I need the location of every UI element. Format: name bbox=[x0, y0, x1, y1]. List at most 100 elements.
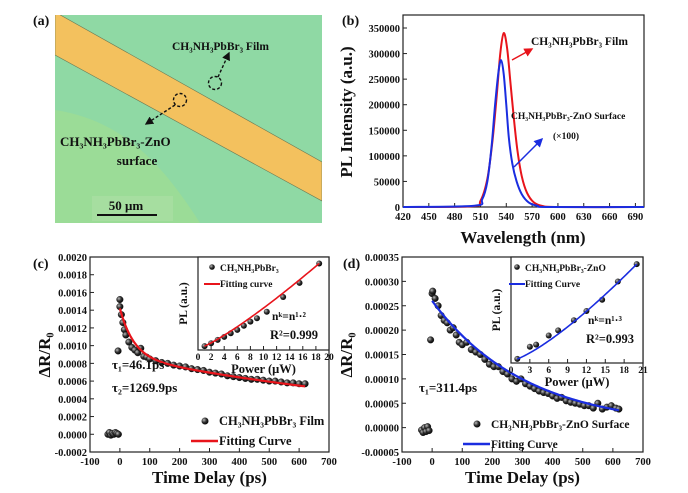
surface-label-line1: CH₃NH₃PbBr₃-ZnO bbox=[60, 134, 171, 149]
b-x-tick-label: 630 bbox=[576, 212, 592, 223]
c-y-tick-label: 0.0000 bbox=[58, 430, 87, 441]
c-y-tick-label: 0.0012 bbox=[58, 324, 87, 335]
d-y-tick-label: 0.00035 bbox=[365, 253, 399, 264]
b-x-tick-label: 510 bbox=[473, 212, 489, 223]
d-inset-data-point bbox=[545, 332, 552, 339]
c-y-tick-label: 0.0020 bbox=[58, 253, 87, 264]
d-inset-x-tick-label: 15 bbox=[601, 366, 611, 376]
d-x-tick-label: -100 bbox=[392, 457, 411, 468]
d-data-point bbox=[452, 331, 460, 339]
d-data-point bbox=[427, 336, 435, 344]
d-inset-x-tick-label: 18 bbox=[619, 366, 629, 376]
c-data-point bbox=[125, 338, 133, 346]
c-inset-x-tick-label: 10 bbox=[259, 353, 269, 363]
c-inset-data-point bbox=[280, 294, 287, 301]
c-inset-data-point bbox=[247, 318, 254, 325]
surface-decay-chart: -100 0 100 200 300 400 500 600 700 -0.00005 0.0000… bbox=[337, 253, 651, 487]
b-plot-frame bbox=[402, 14, 645, 208]
d-inset-data-point bbox=[526, 343, 533, 350]
c-tau-2: τ₂=1269.9ps bbox=[112, 380, 177, 395]
film-curve-annotation: CH₃NH₃PbBr₃ Film bbox=[531, 36, 628, 48]
d-x-tick-label: 400 bbox=[545, 457, 561, 468]
d-inset-legend-fit: Fitting Curve bbox=[525, 280, 580, 290]
c-x-axis-label: Time Delay (ps) bbox=[152, 468, 267, 487]
d-y-tick-label: 0.00010 bbox=[365, 375, 399, 386]
d-x-tick-label: 100 bbox=[454, 457, 470, 468]
b-x-tick-label: 480 bbox=[447, 212, 463, 223]
c-inset-x-tick-label: 4 bbox=[222, 353, 227, 363]
b-y-tick-label: 50000 bbox=[374, 177, 400, 188]
d-inset-plot-frame bbox=[510, 256, 644, 364]
c-inset-x-tick-label: 14 bbox=[285, 353, 295, 363]
c-inset-r-squared: R²=0.999 bbox=[270, 328, 318, 342]
d-inset-data-point bbox=[555, 327, 562, 334]
film-label: CH₃NH₃PbBr₃ Film bbox=[172, 41, 269, 53]
b-y-tick-label: 250000 bbox=[369, 75, 401, 86]
c-x-tick-label: 100 bbox=[142, 457, 158, 468]
c-y-tick-label: 0.0014 bbox=[58, 306, 88, 317]
c-inset-x-tick-label: 12 bbox=[272, 353, 282, 363]
d-data-point bbox=[429, 287, 437, 295]
b-y-axis-label: PL Intensity (a.u.) bbox=[337, 46, 356, 177]
b-y-tick-label: 150000 bbox=[369, 126, 401, 137]
surface-curve-annotation: CH₃NH₃PbBr₃-ZnO Surface bbox=[511, 112, 625, 122]
c-inset-chart: 0 2 4 6 8 10 12 14 16 18 20 PL (a.u.) Power (μW) CH₃N… bbox=[178, 256, 334, 376]
d-tau-1: τ₁=311.4ps bbox=[419, 380, 477, 395]
surface-arrow bbox=[144, 104, 176, 125]
d-legend-fit: Fitting Curve bbox=[491, 439, 558, 451]
d-x-tick-label: 700 bbox=[635, 457, 651, 468]
c-y-tick-label: -0.0002 bbox=[55, 448, 87, 459]
c-data-point bbox=[116, 296, 124, 304]
c-y-tick-label: 0.0004 bbox=[58, 395, 88, 406]
c-inset-data-point bbox=[253, 315, 260, 322]
d-y-axis-label: ΔR/R₀ bbox=[337, 332, 356, 377]
d-inset-x-tick-label: 6 bbox=[546, 366, 551, 376]
d-inset-x-tick-label: 21 bbox=[638, 366, 648, 376]
b-x-tick-label: 420 bbox=[395, 212, 411, 223]
c-y-tick-label: 0.0002 bbox=[58, 413, 87, 424]
c-fitting-curve bbox=[118, 308, 306, 388]
pl-spectrum-chart: 420 450 480 510 540 570 600 630 660 690 0 50000 1000… bbox=[337, 14, 645, 247]
b-x-axis-label: Wavelength (nm) bbox=[460, 228, 585, 247]
d-inset-data-point bbox=[570, 317, 577, 324]
d-x-tick-label: 200 bbox=[485, 457, 501, 468]
surface-arrow-icon bbox=[513, 137, 544, 168]
panel-label-d: (d) bbox=[343, 257, 360, 272]
b-x-tick-label: 540 bbox=[498, 212, 514, 223]
d-y-tick-label: 0.00000 bbox=[365, 424, 399, 435]
c-x-tick-label: -100 bbox=[80, 457, 99, 468]
d-inset-x-tick-label: 3 bbox=[527, 366, 532, 376]
film-texture bbox=[55, 110, 200, 223]
c-x-tick-label: 300 bbox=[202, 457, 218, 468]
d-inset-y-axis-label: PL (a.u.) bbox=[491, 289, 503, 332]
d-inset-x-tick-label: 12 bbox=[582, 366, 592, 376]
c-y-tick-label: 0.0010 bbox=[58, 342, 87, 353]
c-x-tick-label: 600 bbox=[291, 457, 307, 468]
c-y-tick-label: 0.0008 bbox=[58, 359, 87, 370]
c-data-point bbox=[114, 430, 122, 438]
scale-bar-label: 50 μm bbox=[109, 198, 144, 213]
zno-stripe bbox=[55, 15, 322, 202]
c-inset-x-tick-label: 16 bbox=[298, 353, 308, 363]
surface-scale-annotation: (×100) bbox=[553, 131, 579, 142]
film-decay-chart: -100 0 100 200 300 400 500 600 700-0.00020.00000… bbox=[35, 253, 337, 487]
d-x-tick-label: 500 bbox=[575, 457, 591, 468]
d-inset-legend-data: CH₃NH₃PbBr₃-ZnO bbox=[525, 264, 606, 274]
c-legend-fit: Fitting Curve bbox=[219, 434, 292, 448]
scale-bar-box bbox=[92, 196, 173, 221]
film-arrow-icon bbox=[511, 48, 534, 61]
d-x-tick-label: 0 bbox=[430, 457, 435, 468]
d-y-tick-label: 0.00025 bbox=[365, 302, 399, 313]
b-x-tick-label: 660 bbox=[602, 212, 618, 223]
b-x-tick-label: 690 bbox=[628, 212, 644, 223]
c-inset-equation: nᵏ=n¹·² bbox=[272, 311, 306, 323]
panel-label-a: (a) bbox=[33, 14, 50, 29]
d-inset-chart: 0 3 6 9 12 15 18 21 PL (a.u.) Power (μW) CH₃NH₃PbB… bbox=[491, 256, 648, 389]
surface-pl-curve bbox=[402, 59, 645, 209]
film-marker-circle bbox=[207, 75, 223, 91]
b-y-tick-label: 0 bbox=[395, 203, 400, 214]
c-inset-x-tick-label: 20 bbox=[324, 353, 334, 363]
c-inset-legend-data: CH₃NH₃PbBr₃ bbox=[220, 264, 279, 274]
c-inset-x-tick-label: 6 bbox=[235, 353, 240, 363]
d-y-tick-label: 0.00015 bbox=[365, 351, 399, 362]
